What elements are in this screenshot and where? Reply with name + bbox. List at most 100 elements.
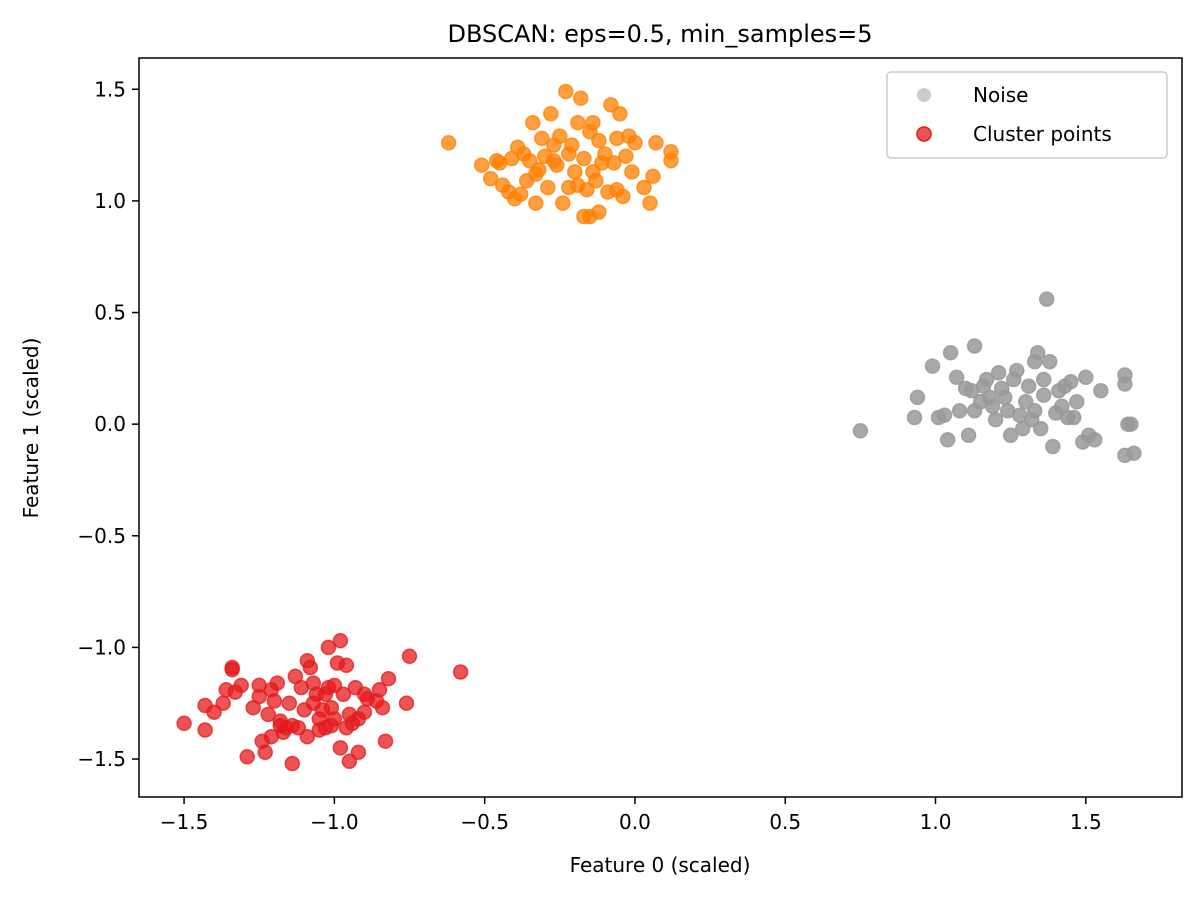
cluster-orange-point xyxy=(642,195,658,211)
cluster-red-point xyxy=(332,740,349,756)
cluster-orange-point xyxy=(624,164,640,180)
cluster-red-point xyxy=(197,722,213,738)
cluster-red-point xyxy=(356,704,373,720)
legend-label-cluster-points: Cluster points xyxy=(973,122,1112,146)
cluster-red-point xyxy=(380,670,397,687)
cluster-orange-point xyxy=(555,195,571,211)
x-tick-label: −0.5 xyxy=(460,810,509,834)
noise-point xyxy=(1026,403,1043,419)
cluster-orange-point xyxy=(525,114,541,131)
legend: Noise Cluster points xyxy=(886,71,1168,159)
cluster-red-point xyxy=(215,695,231,711)
points-layer xyxy=(176,83,1142,772)
chart-title: DBSCAN: eps=0.5, min_samples=5 xyxy=(447,20,872,48)
legend-marker-cluster-points xyxy=(916,126,932,142)
noise-point xyxy=(1093,382,1109,399)
y-axis-ticks: −1.5 −1.0 −0.5 0.0 0.5 1.0 1.5 xyxy=(77,77,139,771)
noise-point xyxy=(939,432,956,448)
noise-point xyxy=(852,423,869,439)
y-tick-label: 0.5 xyxy=(94,301,126,325)
noise-point xyxy=(924,358,941,374)
cluster-red-point xyxy=(401,648,418,665)
y-tick-label: −0.5 xyxy=(77,524,126,548)
x-tick-label: 1.5 xyxy=(1070,810,1102,834)
noise-point xyxy=(987,411,1004,428)
cluster-red-point xyxy=(320,639,337,656)
noise-point xyxy=(1066,409,1082,426)
x-tick-label: 1.0 xyxy=(920,810,952,834)
noise-point xyxy=(1038,291,1055,307)
cluster-red-point xyxy=(398,695,415,711)
cluster-red-point xyxy=(335,686,352,703)
noise-point xyxy=(1126,445,1142,461)
y-tick-label: 1.5 xyxy=(94,77,126,101)
y-tick-label: −1.5 xyxy=(77,747,126,771)
noise-point xyxy=(990,365,1007,381)
noise-point xyxy=(1078,369,1094,386)
cluster-orange-point xyxy=(521,152,538,169)
cluster-red-point xyxy=(371,682,388,698)
noise-point xyxy=(978,371,995,388)
noise-point xyxy=(1035,371,1052,388)
cluster-orange-point xyxy=(615,188,631,205)
noise-point xyxy=(1020,378,1037,394)
noise-point xyxy=(1002,427,1019,444)
cluster-red-point xyxy=(377,733,394,749)
x-tick-label: 0.0 xyxy=(619,810,651,834)
noise-point xyxy=(1087,432,1103,448)
cluster-red-point xyxy=(341,753,358,770)
x-axis-label: Feature 0 (scaled) xyxy=(570,853,751,877)
y-tick-label: −1.0 xyxy=(77,635,126,659)
cluster-red-point xyxy=(269,675,286,691)
cluster-red-point xyxy=(326,711,343,727)
noise-point xyxy=(1008,362,1025,379)
y-axis-label: Feature 1 (scaled) xyxy=(19,338,43,519)
cluster-orange-point xyxy=(440,135,457,151)
x-tick-label: 0.5 xyxy=(769,810,801,834)
legend-box xyxy=(886,71,1168,159)
cluster-red-point xyxy=(239,749,255,765)
x-axis-ticks: −1.5 −1.0 −0.5 0.0 0.5 1.0 1.5 xyxy=(160,797,1102,834)
plot-frame xyxy=(138,57,1183,798)
cluster-orange-point xyxy=(552,128,568,144)
cluster-orange-point xyxy=(645,168,661,185)
legend-label-noise: Noise xyxy=(973,83,1028,107)
cluster-orange-point xyxy=(564,137,580,153)
cluster-red-point xyxy=(233,677,249,694)
cluster-red-point xyxy=(176,715,192,732)
cluster-red-point xyxy=(374,699,391,716)
cluster-orange-point xyxy=(573,90,589,106)
cluster-red-point xyxy=(224,661,240,678)
noise-point xyxy=(1117,376,1133,392)
noise-point xyxy=(942,344,959,361)
noise-point xyxy=(996,389,1013,406)
y-tick-label: 1.0 xyxy=(94,189,126,213)
cluster-orange-point xyxy=(576,150,592,167)
cluster-orange-point xyxy=(567,164,583,180)
noise-point xyxy=(909,389,926,406)
noise-point xyxy=(948,369,965,386)
cluster-red-point xyxy=(350,744,367,761)
cluster-red-point xyxy=(299,728,316,745)
cluster-red-point xyxy=(257,744,273,761)
cluster-red-point xyxy=(302,659,319,676)
noise-point xyxy=(1041,353,1058,370)
cluster-orange-point xyxy=(570,114,586,131)
cluster-orange-point xyxy=(528,195,544,211)
cluster-red-point xyxy=(284,755,301,772)
x-tick-label: −1.5 xyxy=(160,810,209,834)
cluster-orange-point xyxy=(648,135,664,151)
cluster-orange-point xyxy=(549,157,565,173)
cluster-orange-point xyxy=(558,83,574,100)
cluster-orange-point xyxy=(585,114,601,131)
noise-point xyxy=(984,398,1001,415)
noise-point xyxy=(960,427,977,444)
x-tick-label: −1.0 xyxy=(310,810,359,834)
cluster-red-point xyxy=(338,657,355,674)
cluster-orange-point xyxy=(627,135,643,151)
noise-point xyxy=(906,409,923,426)
cluster-orange-point xyxy=(618,148,634,164)
cluster-red-point xyxy=(206,704,222,720)
noise-point xyxy=(1069,394,1085,410)
